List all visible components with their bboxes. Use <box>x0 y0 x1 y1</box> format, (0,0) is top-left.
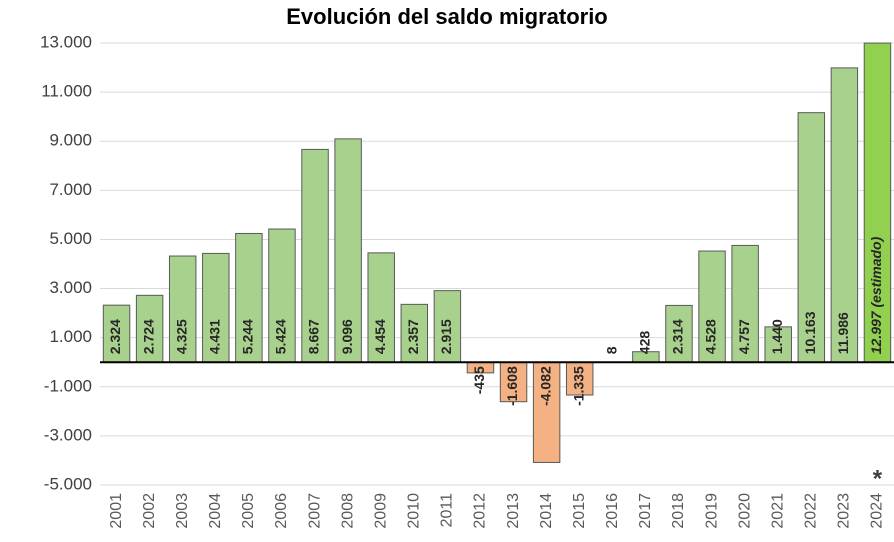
y-tick-label: 5.000 <box>49 229 92 248</box>
value-label: -1.335 <box>570 366 586 406</box>
x-tick-label: 2007 <box>306 493 323 529</box>
x-tick-label: 2016 <box>604 493 621 529</box>
value-label: 2.357 <box>405 319 421 354</box>
value-label: 2.724 <box>140 319 156 354</box>
bar <box>268 228 296 363</box>
x-tick-label: 2002 <box>141 493 158 529</box>
x-tick-label: 2017 <box>637 493 654 529</box>
bar <box>863 42 892 363</box>
x-tick-label: 2024 <box>869 493 886 529</box>
value-label: 5.244 <box>240 319 256 354</box>
y-tick-label: -5.000 <box>44 474 92 493</box>
bar <box>102 304 131 363</box>
y-tick-label: 11.000 <box>41 82 92 101</box>
value-label: -1.608 <box>504 366 520 406</box>
bar <box>135 294 164 363</box>
x-tick-label: 2001 <box>108 493 125 529</box>
x-tick-label: 2011 <box>439 493 456 528</box>
y-tick-label: 1.000 <box>49 327 92 346</box>
y-tick-label: 9.000 <box>49 131 92 150</box>
value-label: 4.454 <box>372 319 388 354</box>
value-label: 428 <box>637 331 653 355</box>
x-tick-label: 2020 <box>736 493 753 529</box>
bar <box>400 303 429 363</box>
value-label: 11.986 <box>835 312 851 354</box>
value-label: 4.325 <box>173 319 189 354</box>
x-tick-label: 2004 <box>207 493 224 529</box>
x-tick-label: 2009 <box>372 493 389 529</box>
value-label: 2.324 <box>107 319 123 354</box>
value-label: 4.757 <box>736 319 752 354</box>
x-tick-label: 2019 <box>703 493 720 529</box>
x-tick-label: 2012 <box>472 493 489 529</box>
chart-title: Evolución del saldo migratorio <box>286 4 608 29</box>
value-label: 8.667 <box>306 319 322 354</box>
value-label: 5.424 <box>273 319 289 354</box>
y-tick-label: 7.000 <box>49 180 92 199</box>
x-tick-label: 2021 <box>769 493 786 529</box>
value-label: -435 <box>471 366 487 394</box>
value-label: 4.431 <box>206 319 222 354</box>
value-label: -4.082 <box>537 366 553 406</box>
bar <box>797 112 826 363</box>
value-label: 12.997 (estimado) <box>868 236 884 354</box>
x-tick-label: 2003 <box>174 493 191 529</box>
x-tick-label: 2018 <box>670 493 687 529</box>
bar <box>665 304 693 363</box>
x-tick-label: 2023 <box>836 493 853 529</box>
value-label: 10.163 <box>802 311 818 354</box>
bar <box>764 326 792 363</box>
y-tick-label: -1.000 <box>44 376 92 395</box>
x-tick-label: 2013 <box>505 493 522 529</box>
value-label: 1.440 <box>769 319 785 354</box>
bar <box>830 67 859 363</box>
x-tick-label: 2005 <box>240 493 257 529</box>
x-tick-label: 2015 <box>571 493 588 529</box>
x-tick-label: 2014 <box>538 493 555 529</box>
value-label: 4.528 <box>703 319 719 354</box>
x-tick-label: 2008 <box>339 493 356 529</box>
x-tick-label: 2022 <box>803 493 820 529</box>
value-label: 9.096 <box>339 319 355 354</box>
bar <box>731 244 759 363</box>
y-tick-label: 13.000 <box>40 32 92 51</box>
annotation: * <box>873 465 883 492</box>
bar <box>235 232 263 363</box>
x-tick-label: 2010 <box>406 493 423 529</box>
x-tick-label: 2006 <box>273 493 290 529</box>
value-label: 8 <box>603 346 619 354</box>
bar <box>301 148 329 363</box>
y-tick-label: 3.000 <box>49 278 92 297</box>
value-label: 2.915 <box>438 319 454 354</box>
value-label: 2.314 <box>670 319 686 354</box>
bar <box>367 252 395 363</box>
bar <box>532 361 561 463</box>
bar <box>565 361 594 396</box>
y-tick-label: -3.000 <box>44 425 92 444</box>
bar <box>202 252 230 363</box>
